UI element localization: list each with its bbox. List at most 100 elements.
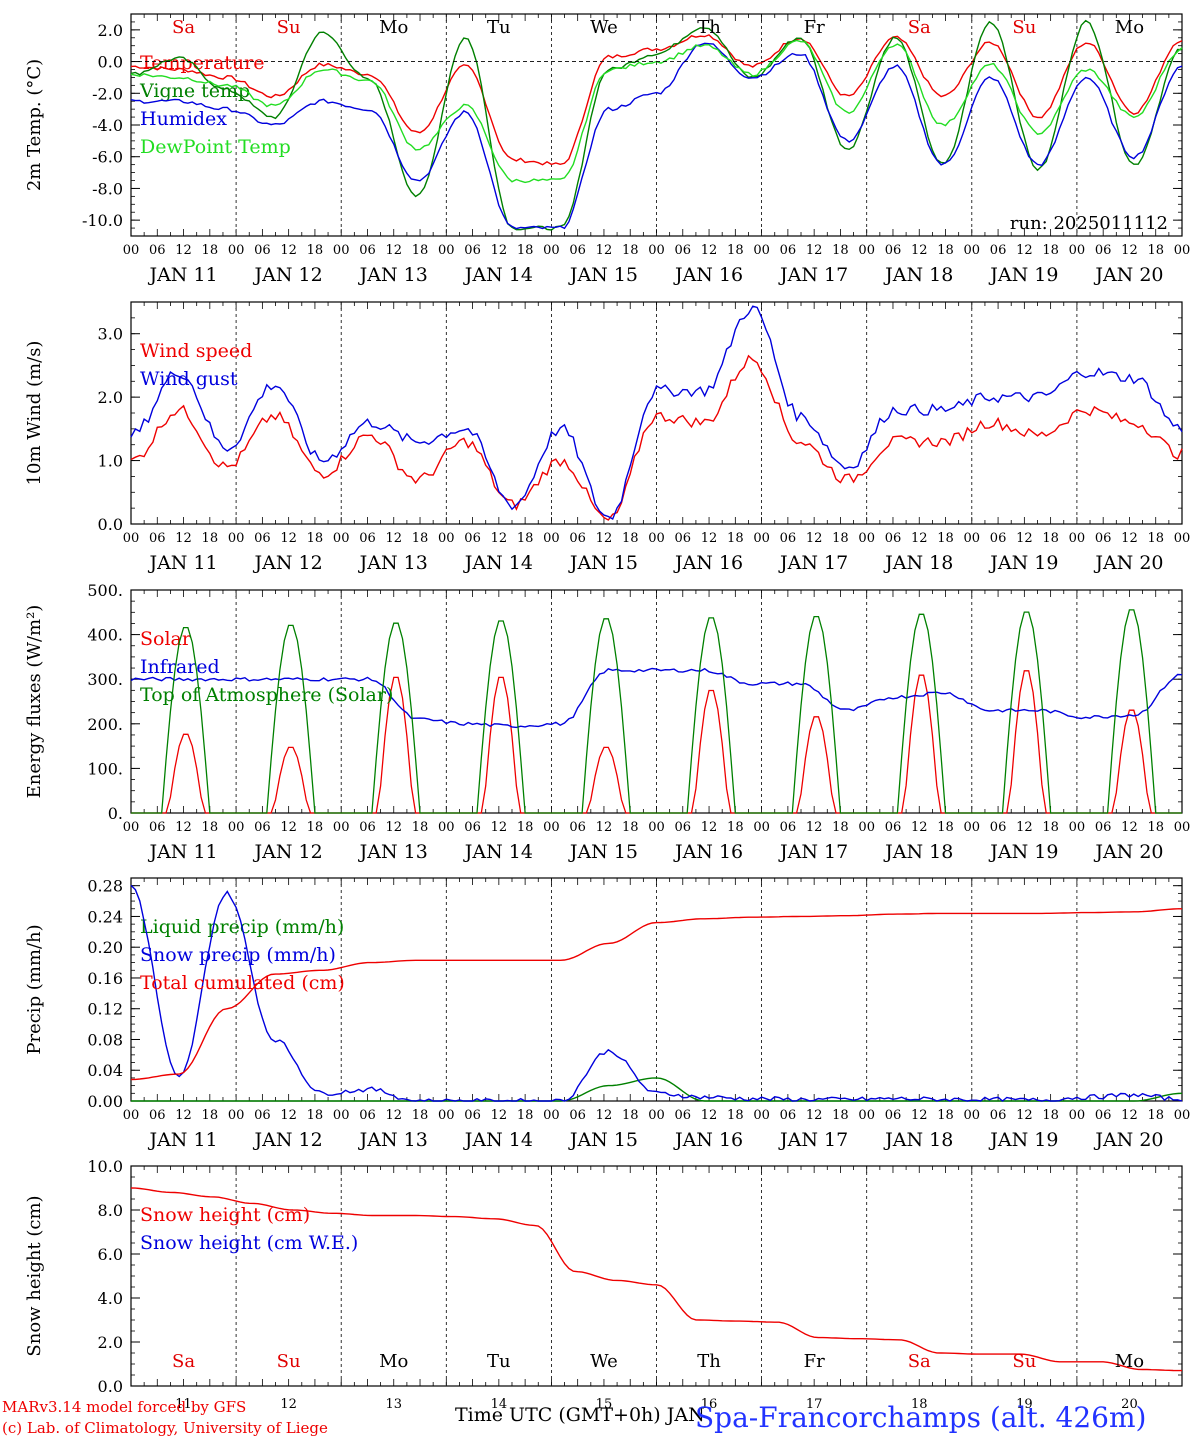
weekday-label: Mo — [379, 17, 408, 38]
x-hour-label: 00 — [543, 531, 560, 546]
y-tick-label: 400. — [87, 626, 123, 645]
weekday-label: Fr — [804, 17, 825, 38]
weekday-label: Fr — [804, 1351, 825, 1372]
x-day-label: JAN 15 — [568, 1129, 638, 1151]
series-infrared — [130, 667, 1183, 729]
x-hour-label: 18 — [412, 1108, 429, 1123]
x-hour-label: 00 — [333, 1108, 350, 1123]
x-hour-label: 18 — [1147, 1108, 1164, 1123]
y-tick-label: 0.12 — [87, 1000, 123, 1019]
x-hour-label: 18 — [307, 1108, 324, 1123]
x-hour-label: 12 — [491, 531, 508, 546]
y-axis-label: 10m Wind (m/s) — [24, 341, 45, 486]
x-hour-label: 18 — [727, 1108, 744, 1123]
x-hour-label: 18 — [1042, 1108, 1059, 1123]
legend-infrared: Infrared — [140, 656, 220, 678]
x-hour-label: 06 — [359, 820, 376, 835]
x-hour-label: 00 — [648, 531, 665, 546]
x-hour-label: 06 — [780, 1108, 797, 1123]
x-hour-label: 18 — [202, 1108, 219, 1123]
x-hour-label: 00 — [333, 531, 350, 546]
y-tick-label: 0.0 — [98, 53, 123, 72]
y-tick-label: 10.0 — [87, 1157, 123, 1176]
x-hour-label: 12 — [280, 820, 297, 835]
weekday-label: Th — [697, 17, 721, 38]
y-tick-label: 500. — [87, 581, 123, 600]
x-hour-label: 18 — [1147, 820, 1164, 835]
x-day-label: JAN 17 — [778, 552, 848, 574]
weekday-label: We — [590, 17, 618, 38]
x-hour-label: 00 — [123, 243, 140, 258]
y-axis-label: Snow height (cm) — [24, 1195, 45, 1356]
x-hour-label: 06 — [1095, 820, 1112, 835]
x-hour-label: 18 — [1147, 243, 1164, 258]
x-hour-label: 12 — [806, 243, 823, 258]
x-hour-label: 12 — [596, 243, 613, 258]
x-day-number: 18 — [911, 1397, 928, 1412]
x-day-label: JAN 12 — [253, 841, 323, 863]
x-hour-label: 12 — [175, 243, 192, 258]
x-hour-label: 00 — [1174, 820, 1191, 835]
x-day-label: JAN 17 — [778, 264, 848, 286]
x-hour-label: 06 — [885, 243, 902, 258]
x-day-label: JAN 18 — [883, 552, 953, 574]
x-hour-label: 12 — [1121, 1108, 1138, 1123]
credit-model: MARv3.14 model forced by GFS — [2, 1398, 247, 1416]
x-day-label: JAN 20 — [1093, 552, 1163, 574]
x-hour-label: 12 — [491, 1108, 508, 1123]
x-hour-label: 06 — [885, 531, 902, 546]
x-hour-label: 00 — [858, 243, 875, 258]
y-tick-label: -6.0 — [92, 148, 123, 167]
x-day-label: JAN 16 — [673, 264, 743, 286]
y-tick-label: 0.20 — [87, 938, 123, 957]
legend-dewpoint-temp: DewPoint Temp — [140, 136, 291, 158]
x-hour-label: 00 — [1174, 1108, 1191, 1123]
y-tick-label: 0.28 — [87, 877, 123, 896]
x-hour-label: 18 — [832, 1108, 849, 1123]
series-vigne-temp — [130, 19, 1183, 231]
x-hour-label: 06 — [149, 820, 166, 835]
legend-temperature: Temperature — [140, 52, 264, 74]
x-hour-label: 06 — [569, 531, 586, 546]
y-tick-label: 0. — [108, 804, 123, 823]
y-tick-label: -8.0 — [92, 179, 123, 198]
weekday-label: Sa — [172, 17, 195, 38]
x-hour-label: 06 — [780, 820, 797, 835]
x-hour-label: 06 — [990, 1108, 1007, 1123]
x-day-number: 16 — [701, 1397, 718, 1412]
x-hour-label: 06 — [359, 531, 376, 546]
y-tick-label: 0.16 — [87, 969, 123, 988]
y-tick-label: 100. — [87, 759, 123, 778]
x-hour-label: 00 — [543, 820, 560, 835]
x-day-label: JAN 20 — [1093, 841, 1163, 863]
x-hour-label: 00 — [1069, 1108, 1086, 1123]
x-day-label: JAN 17 — [778, 1129, 848, 1151]
y-axis-label: Precip (mm/h) — [24, 924, 45, 1054]
x-hour-label: 06 — [1095, 243, 1112, 258]
x-hour-label: 00 — [753, 531, 770, 546]
x-hour-label: 18 — [307, 820, 324, 835]
weekday-label: Sa — [908, 17, 931, 38]
legend-snow-precip-mm-h: Snow precip (mm/h) — [140, 944, 336, 966]
x-hour-label: 18 — [412, 820, 429, 835]
y-tick-label: 2.0 — [98, 1333, 123, 1352]
x-day-label: JAN 18 — [883, 264, 953, 286]
x-hour-label: 00 — [1069, 243, 1086, 258]
x-day-label: JAN 18 — [883, 1129, 953, 1151]
x-hour-label: 12 — [596, 820, 613, 835]
series-humidex — [130, 42, 1183, 230]
y-tick-label: 3.0 — [98, 325, 123, 344]
weekday-label: Sa — [172, 1351, 195, 1372]
x-hour-label: 18 — [412, 531, 429, 546]
x-hour-label: 06 — [149, 243, 166, 258]
x-hour-label: 00 — [123, 531, 140, 546]
x-hour-label: 00 — [228, 820, 245, 835]
x-hour-label: 00 — [123, 820, 140, 835]
x-hour-label: 18 — [202, 243, 219, 258]
x-hour-label: 00 — [228, 531, 245, 546]
x-hour-label: 12 — [385, 243, 402, 258]
x-day-label: JAN 14 — [463, 1129, 533, 1151]
y-tick-label: 8.0 — [98, 1201, 123, 1220]
x-hour-label: 12 — [280, 243, 297, 258]
y-tick-label: 0.0 — [98, 1377, 123, 1396]
